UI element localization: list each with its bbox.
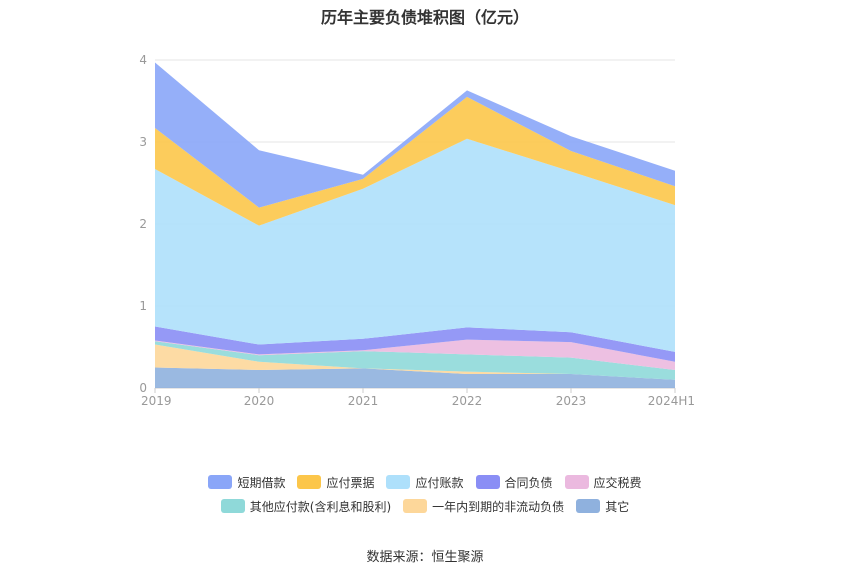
x-tick-label: 2022 bbox=[452, 394, 483, 408]
legend-label: 应付票据 bbox=[326, 475, 375, 490]
area-series bbox=[155, 62, 675, 208]
chart-legend: 短期借款 应付票据 应付账款 合同负债 应交税费其他应付款(含利息和股利) 一年内到期的非… bbox=[0, 470, 850, 518]
legend-swatch bbox=[564, 475, 589, 489]
area-series bbox=[155, 96, 675, 226]
legend-label: 一年内到期的非流动负债 bbox=[432, 499, 565, 514]
legend-swatch bbox=[386, 475, 411, 489]
legend-label: 合同负债 bbox=[504, 475, 553, 490]
legend-item[interactable]: 其它 bbox=[576, 498, 629, 515]
area-series bbox=[155, 138, 675, 352]
area-series bbox=[155, 344, 675, 380]
x-tick-label: 2020 bbox=[244, 394, 275, 408]
x-tick-label: 2023 bbox=[556, 394, 587, 408]
legend-label: 其它 bbox=[605, 499, 630, 514]
legend-swatch bbox=[475, 475, 500, 489]
x-tick-label: 2019 bbox=[141, 394, 172, 408]
legend-item[interactable]: 短期借款 bbox=[208, 474, 285, 491]
chart-title: 历年主要负债堆积图（亿元） bbox=[320, 8, 529, 27]
legend-row: 短期借款 应付票据 应付账款 合同负债 应交税费 bbox=[0, 470, 850, 494]
legend-row: 其他应付款(含利息和股利) 一年内到期的非流动负债 其它 bbox=[0, 494, 850, 518]
legend-item[interactable]: 合同负债 bbox=[475, 474, 553, 491]
area-series bbox=[155, 326, 675, 362]
legend-swatch bbox=[220, 499, 245, 513]
y-tick-label: 0 bbox=[139, 381, 147, 395]
legend-swatch bbox=[208, 475, 233, 489]
legend-item[interactable]: 一年内到期的非流动负债 bbox=[403, 498, 564, 515]
legend-label: 其他应付款(含利息和股利) bbox=[249, 499, 392, 514]
x-tick-label: 2024H1 bbox=[648, 394, 695, 408]
x-tick-label: 2021 bbox=[348, 394, 379, 408]
legend-item[interactable]: 应付账款 bbox=[386, 474, 464, 491]
legend-label: 应交税费 bbox=[593, 475, 642, 490]
legend-label: 短期借款 bbox=[237, 475, 286, 490]
legend-item[interactable]: 其他应付款(含利息和股利) bbox=[220, 498, 392, 515]
area-series bbox=[155, 367, 675, 388]
area-series bbox=[155, 339, 675, 370]
legend-label: 应付账款 bbox=[415, 475, 464, 490]
legend-item[interactable]: 应付票据 bbox=[297, 474, 374, 491]
legend-swatch bbox=[297, 475, 322, 489]
legend-swatch bbox=[576, 499, 601, 513]
legend-swatch bbox=[403, 499, 428, 513]
area-series bbox=[155, 341, 675, 380]
y-tick-label: 4 bbox=[139, 53, 147, 67]
y-tick-label: 3 bbox=[139, 135, 147, 149]
y-tick-label: 1 bbox=[139, 299, 147, 313]
legend-item[interactable]: 应交税费 bbox=[564, 474, 642, 491]
data-source-note: 数据来源：恒生聚源 bbox=[366, 550, 484, 565]
y-tick-label: 2 bbox=[139, 217, 147, 231]
